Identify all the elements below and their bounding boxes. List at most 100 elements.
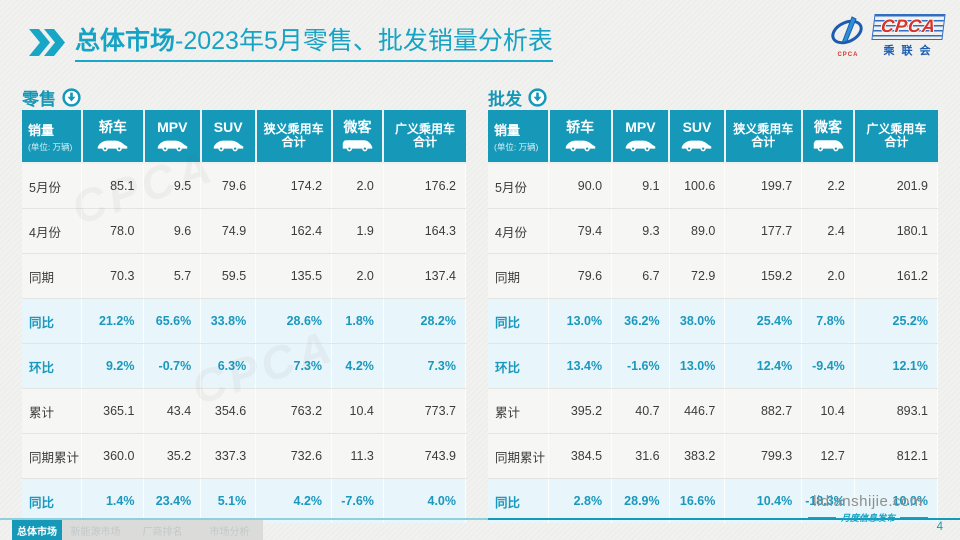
footer-tab-3[interactable]: 厂商排名 xyxy=(129,520,196,540)
cell-value: 9.5 xyxy=(143,163,202,209)
cell-value: 1.9 xyxy=(331,208,384,254)
sales-volume-label: 销量 xyxy=(28,122,55,138)
cell-value: 43.4 xyxy=(143,388,202,434)
cell-value: 7.8% xyxy=(801,298,855,344)
cell-value: 337.3 xyxy=(200,433,257,479)
unit-label: (单位: 万辆) xyxy=(494,141,539,152)
cell-value: 5.1% xyxy=(200,478,257,523)
row-label: 5月份 xyxy=(488,163,550,209)
wholesale-section-label: 批发 xyxy=(488,89,522,109)
page-number: 4 xyxy=(936,521,943,533)
cpca-swoosh-icon: CPCA xyxy=(828,15,868,58)
cell-value: 28.6% xyxy=(255,298,333,344)
row-label: 同比 xyxy=(488,478,550,523)
cell-value: 395.2 xyxy=(548,388,613,434)
cell-value: 38.0% xyxy=(669,298,726,344)
cell-value: 16.6% xyxy=(669,478,726,523)
cell-value: 893.1 xyxy=(854,388,939,434)
cell-value: 90.0 xyxy=(548,163,613,209)
cell-value: 59.5 xyxy=(200,253,257,299)
sales-volume-header: 销量 (单位: 万辆) xyxy=(22,110,83,164)
column-label: SUV xyxy=(213,119,243,136)
table-row: 累计 395.2 40.7 446.7 882.7 10.4 893.1 xyxy=(488,388,939,434)
cell-value: 10.4% xyxy=(724,478,803,523)
cell-value: 159.2 xyxy=(724,253,803,299)
caption-text: 月度信息发布 xyxy=(840,513,895,523)
cell-value: 360.0 xyxy=(81,433,145,479)
row-label: 5月份 xyxy=(22,163,83,209)
download-circle-icon xyxy=(62,87,81,107)
column-header: 微客 xyxy=(801,110,856,164)
column-header: 狭义乘用车 合计 xyxy=(724,110,803,164)
cell-value: 12.7 xyxy=(801,433,855,479)
caption-dash xyxy=(900,517,928,518)
column-sub-label: 合计 xyxy=(412,135,437,149)
cpca-logo: CPCA CPCA 乘联会 xyxy=(828,14,946,58)
row-label: 同比 xyxy=(488,298,550,344)
wholesale-panel: 批发 销量 (单位: 万辆) 轿车 MPV SUV 狭义乘用车 合计 微客 广义乘用车 合计 5月份… xyxy=(488,86,939,523)
cell-value: 100.6 xyxy=(669,163,726,209)
cell-value: 2.0 xyxy=(331,253,384,299)
footer-tab-2[interactable]: 新能源市场 xyxy=(62,520,129,540)
retail-panel: 零售 销量 (单位: 万辆) 轿车 MPV SUV 狭义乘用车 合计 微客 广义乘用车 合计 5月份… xyxy=(22,86,467,523)
table-row: 环比 13.4% -1.6% 13.0% 12.4% -9.4% 12.1% xyxy=(488,343,939,389)
car-icon xyxy=(202,138,255,152)
table-row: 环比 9.2% -0.7% 6.3% 7.3% 4.2% 7.3% xyxy=(22,343,467,389)
footer-tab-1[interactable]: 总体市场 xyxy=(12,520,62,540)
column-header: 轿车 xyxy=(81,110,145,164)
cell-value: 28.9% xyxy=(611,478,670,523)
cell-value: 882.7 xyxy=(724,388,803,434)
car-icon xyxy=(613,138,669,152)
cell-value: 2.8% xyxy=(548,478,613,523)
footer-tab-bar: 总体市场 新能源市场 厂商排名 市场分析 xyxy=(12,520,263,540)
table-row: 同比 21.2% 65.6% 33.8% 28.6% 1.8% 28.2% xyxy=(22,298,467,344)
cell-value: 79.6 xyxy=(200,163,257,209)
table-row: 累计 365.1 43.4 354.6 763.2 10.4 773.7 xyxy=(22,388,467,434)
retail-section-head: 零售 xyxy=(22,86,466,109)
cell-value: 9.3 xyxy=(611,208,670,254)
table-row: 同比 13.0% 36.2% 38.0% 25.4% 7.8% 25.2% xyxy=(488,298,939,344)
cell-value: 79.6 xyxy=(548,253,613,299)
site-watermark-block: lidianshijie.com 月度信息发布 xyxy=(807,493,928,524)
column-label: 狭义乘用车 xyxy=(263,121,324,136)
column-sub-label: 合计 xyxy=(884,135,909,149)
page-title-bold: 总体市场 xyxy=(75,27,176,55)
cell-value: 2.2 xyxy=(801,163,855,209)
column-label: 轿车 xyxy=(98,119,127,136)
column-header: SUV xyxy=(200,110,257,164)
cell-value: 1.4% xyxy=(81,478,145,523)
van-icon xyxy=(803,138,854,152)
footer-divider xyxy=(0,518,960,520)
column-header: 微客 xyxy=(331,110,385,164)
title-row: 总体市场-2023年5月零售、批发销量分析表 xyxy=(28,26,553,63)
cell-value: 13.0% xyxy=(548,298,613,344)
cell-value: 65.6% xyxy=(143,298,202,344)
double-chevron-icon xyxy=(29,29,65,56)
cell-value: 79.4 xyxy=(548,208,613,254)
row-label: 同比 xyxy=(22,478,83,523)
cell-value: 354.6 xyxy=(200,388,257,434)
cell-value: 4.2% xyxy=(331,343,384,389)
cell-value: 180.1 xyxy=(854,208,939,254)
row-label: 环比 xyxy=(488,343,550,389)
cell-value: 4.2% xyxy=(255,478,333,523)
car-icon xyxy=(550,138,611,152)
table-row: 同期累计 384.5 31.6 383.2 799.3 12.7 812.1 xyxy=(488,433,939,479)
column-label: MPV xyxy=(625,119,656,136)
footer-tab-4[interactable]: 市场分析 xyxy=(196,520,263,540)
cell-value: -18.3% xyxy=(801,478,855,523)
cell-value: 78.0 xyxy=(81,208,145,254)
cell-value: 40.7 xyxy=(611,388,670,434)
column-label: MPV xyxy=(157,119,188,136)
cell-value: 10.4 xyxy=(801,388,855,434)
cell-value: 162.4 xyxy=(255,208,333,254)
cell-value: 773.7 xyxy=(383,388,467,434)
cell-value: 201.9 xyxy=(854,163,939,209)
logo-small-text: CPCA xyxy=(837,51,859,58)
cell-value: 9.2% xyxy=(81,343,145,389)
cell-value: 161.2 xyxy=(854,253,939,299)
column-label: 微客 xyxy=(814,119,842,136)
cell-value: 74.9 xyxy=(200,208,257,254)
cell-value: 25.4% xyxy=(724,298,803,344)
